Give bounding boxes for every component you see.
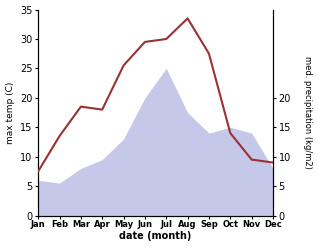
Y-axis label: med. precipitation (kg/m2): med. precipitation (kg/m2) xyxy=(303,56,313,169)
Y-axis label: max temp (C): max temp (C) xyxy=(5,81,15,144)
X-axis label: date (month): date (month) xyxy=(119,231,192,242)
